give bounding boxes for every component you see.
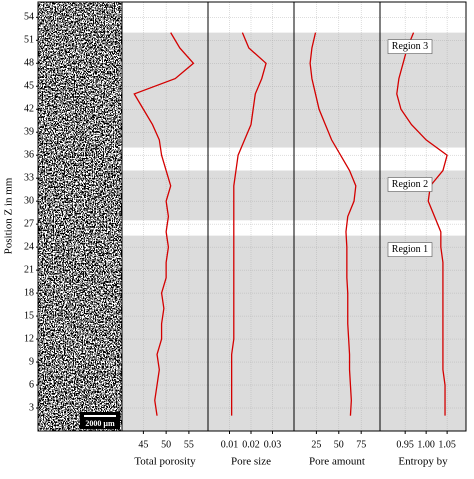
y-tick-label: 51 <box>24 35 34 46</box>
scale-bar-label: 2000 µm <box>85 419 115 428</box>
x-tick-label: 0.02 <box>242 439 260 450</box>
x-tick-label: 1.05 <box>438 439 456 450</box>
x-tick-label: 0.03 <box>264 439 282 450</box>
x-axis-label: Entropy by <box>398 456 448 468</box>
y-tick-label: 39 <box>24 127 34 138</box>
profile-line <box>133 32 195 416</box>
y-tick-label: 48 <box>24 58 34 69</box>
region-label-box <box>387 242 433 257</box>
region-band <box>294 170 380 221</box>
ct-image <box>38 2 122 431</box>
x-tick-label: 0.01 <box>221 439 239 450</box>
y-tick-label: 42 <box>24 104 34 115</box>
y-tick-label: 27 <box>24 218 34 229</box>
y-tick-label: 15 <box>24 310 34 321</box>
x-tick-label: 0.95 <box>396 439 414 450</box>
y-tick-label: 33 <box>24 172 34 183</box>
profile-line <box>396 32 448 416</box>
y-tick-label: 18 <box>24 287 34 298</box>
region-band <box>294 32 380 148</box>
y-axis-label: Position Z in mm <box>3 177 15 254</box>
x-tick-label: 25 <box>311 439 321 450</box>
image-frame <box>37 1 123 432</box>
x-tick-label: 50 <box>334 439 344 450</box>
y-tick-label: 9 <box>29 356 34 367</box>
x-axis-label: Total porosity <box>134 456 196 468</box>
panel-frame <box>379 1 467 432</box>
profile-line <box>309 32 357 416</box>
y-tick-label: 6 <box>29 379 34 390</box>
y-tick-label: 24 <box>24 241 34 252</box>
x-axis-label: Pore amount <box>309 456 365 468</box>
region-band <box>122 32 208 148</box>
region-band <box>294 235 380 431</box>
x-tick-label: 1.00 <box>417 439 435 450</box>
y-tick-label: 54 <box>24 12 34 23</box>
profile-line <box>231 32 267 416</box>
region-label: Region 1 <box>392 244 428 255</box>
y-tick-label: 12 <box>24 333 34 344</box>
x-axis-label: Pore size <box>231 456 271 468</box>
y-tick-label: 21 <box>24 264 34 275</box>
region-label: Region 2 <box>392 179 428 190</box>
y-tick-label: 36 <box>24 150 34 161</box>
region-label-box <box>387 39 433 54</box>
region-band <box>122 235 208 431</box>
y-tick-label: 3 <box>29 402 34 413</box>
x-tick-label: 45 <box>138 439 148 450</box>
region-label-box <box>387 177 433 192</box>
x-tick-label: 75 <box>356 439 366 450</box>
x-tick-label: 55 <box>184 439 194 450</box>
x-tick-label: 50 <box>161 439 171 450</box>
y-tick-label: 30 <box>24 195 34 206</box>
y-tick-label: 45 <box>24 81 34 92</box>
region-band <box>122 170 208 221</box>
region-label: Region 3 <box>392 41 428 52</box>
region-band <box>380 235 466 431</box>
